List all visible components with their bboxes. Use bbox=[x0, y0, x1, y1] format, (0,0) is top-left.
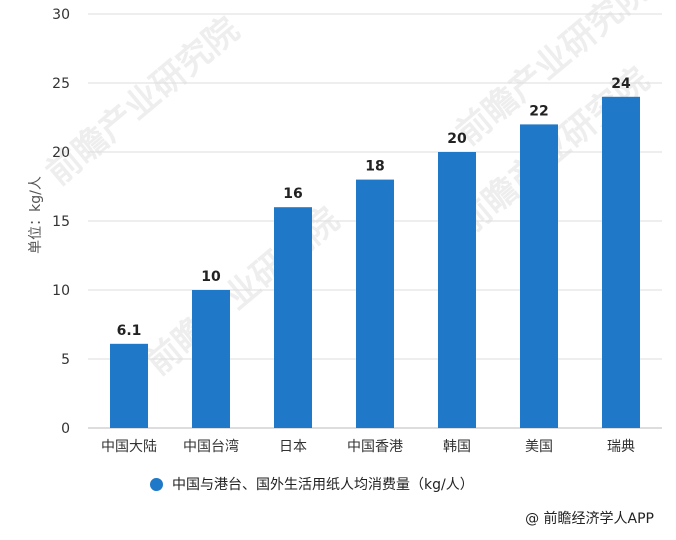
watermark-text: 前瞻产业研究院 bbox=[139, 200, 347, 384]
data-label: 16 bbox=[283, 186, 302, 202]
watermark-text: 前瞻产业研究院 bbox=[39, 10, 247, 194]
y-axis-ticks: 0 5 10 15 20 25 30 bbox=[52, 7, 70, 437]
bar bbox=[356, 179, 394, 428]
bars bbox=[110, 96, 640, 429]
y-tick-label: 10 bbox=[52, 283, 70, 299]
data-labels: 6.1 10 16 18 20 22 24 bbox=[117, 76, 631, 339]
x-tick-label: 瑞典 bbox=[607, 439, 635, 455]
y-tick-label: 15 bbox=[52, 214, 70, 230]
data-label: 20 bbox=[447, 131, 467, 147]
bar bbox=[110, 343, 148, 428]
bar bbox=[520, 124, 558, 429]
legend-label: 中国与港台、国外生活用纸人均消费量（kg/人） bbox=[172, 477, 474, 493]
y-tick-label: 30 bbox=[52, 7, 70, 23]
x-tick-label: 美国 bbox=[525, 439, 553, 455]
source-credit: @ 前瞻经济学人APP bbox=[525, 511, 654, 527]
data-label: 22 bbox=[529, 103, 548, 119]
bar bbox=[274, 207, 312, 428]
data-label: 18 bbox=[365, 159, 384, 175]
y-axis-label: 单位：kg/人 bbox=[28, 176, 44, 254]
bar bbox=[192, 290, 230, 428]
x-tick-label: 中国香港 bbox=[347, 439, 403, 455]
bar bbox=[602, 96, 640, 429]
data-label: 10 bbox=[201, 269, 221, 285]
data-label: 6.1 bbox=[117, 323, 142, 339]
x-tick-label: 日本 bbox=[279, 439, 307, 455]
x-tick-label: 中国大陆 bbox=[101, 439, 157, 455]
x-tick-label: 中国台湾 bbox=[183, 438, 239, 455]
y-tick-label: 20 bbox=[52, 145, 70, 161]
y-tick-label: 5 bbox=[61, 352, 70, 368]
legend-marker bbox=[150, 477, 163, 491]
data-label: 24 bbox=[611, 76, 631, 92]
y-tick-label: 25 bbox=[52, 76, 70, 92]
legend: 中国与港台、国外生活用纸人均消费量（kg/人） bbox=[150, 474, 474, 494]
bar bbox=[438, 152, 476, 428]
y-tick-label: 0 bbox=[61, 421, 70, 437]
x-axis-ticks: 中国大陆 中国台湾 日本 中国香港 韩国 美国 瑞典 bbox=[101, 438, 635, 455]
x-tick-label: 韩国 bbox=[443, 439, 471, 455]
